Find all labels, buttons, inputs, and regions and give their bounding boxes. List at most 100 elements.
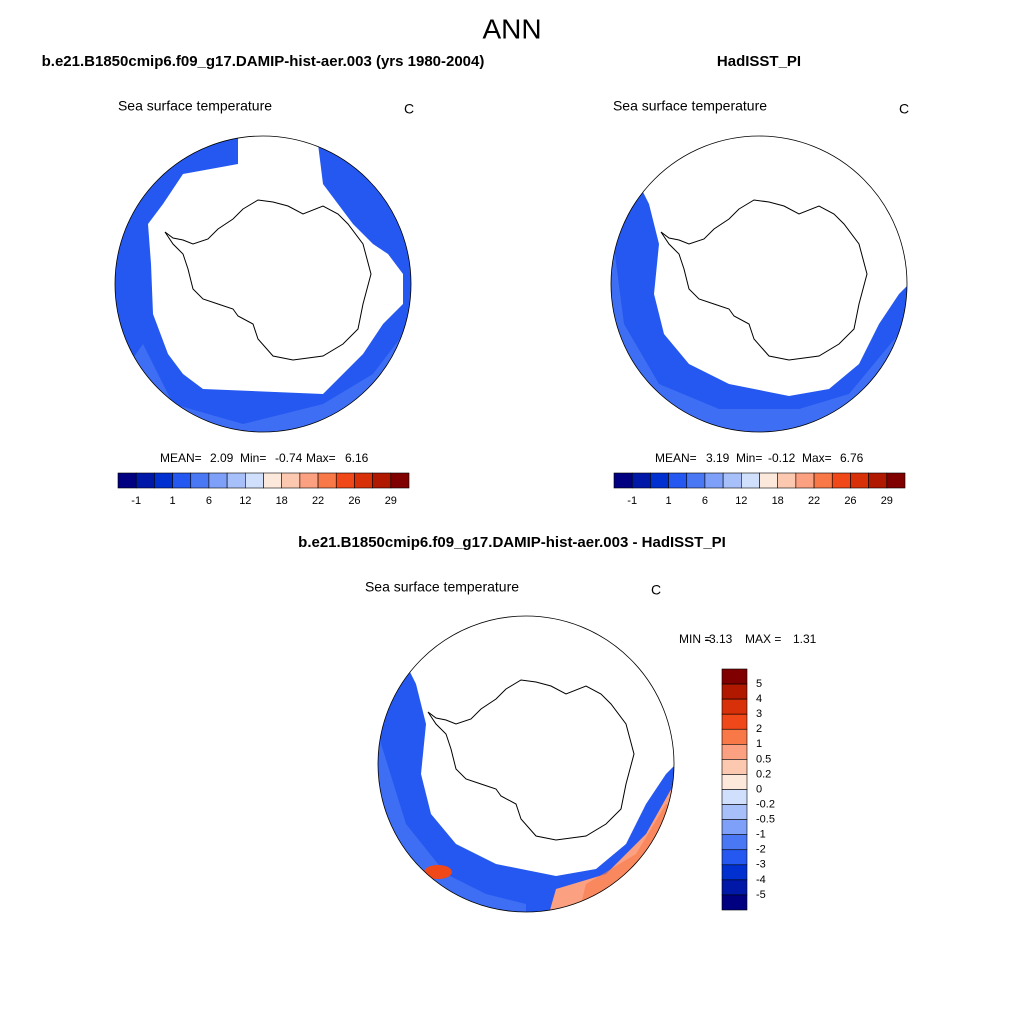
colorbar-label: 29 xyxy=(385,495,397,507)
colorbar-label: -5 xyxy=(756,889,766,901)
colorbar-box xyxy=(390,472,410,489)
colorbar-box xyxy=(721,804,748,820)
colorbar-box xyxy=(245,472,264,489)
stat-label: Min= xyxy=(736,451,762,465)
panel-title: b.e21.B1850cmip6.f09_g17.DAMIP-hist-aer.… xyxy=(42,53,485,70)
colorbar-label: 6 xyxy=(702,495,708,507)
colorbar-box xyxy=(721,849,748,866)
colorbar-box xyxy=(721,744,748,760)
colorbar-box xyxy=(172,472,192,489)
map xyxy=(377,615,675,913)
colorbar-box xyxy=(650,472,669,489)
colorbar-label: -1 xyxy=(756,829,766,841)
panel-units: C xyxy=(899,101,909,117)
colorbar-label: 1 xyxy=(756,738,762,750)
map xyxy=(114,135,412,433)
stat-label: MEAN= xyxy=(655,451,697,465)
stat-value: -0.12 xyxy=(768,451,796,465)
colorbar-label: 29 xyxy=(881,495,893,507)
colorbar-label: 0 xyxy=(756,783,762,795)
stat-value: -3.13 xyxy=(705,632,733,646)
colorbar-label: 5 xyxy=(756,678,762,690)
colorbar-label: 3 xyxy=(756,708,762,720)
colorbar-box xyxy=(117,472,137,489)
colorbar-box xyxy=(741,472,760,489)
colorbar-label: 1 xyxy=(666,495,672,507)
map xyxy=(610,135,908,433)
colorbar-box xyxy=(317,472,337,489)
colorbar-box xyxy=(777,472,797,489)
colorbar-box xyxy=(721,698,748,715)
colorbar-label: 12 xyxy=(239,495,251,507)
stat-label: MAX = xyxy=(745,632,781,646)
colorbar-box xyxy=(135,472,155,489)
colorbar-box xyxy=(281,472,301,489)
colorbar-box xyxy=(722,472,742,489)
colorbar-box xyxy=(721,774,748,790)
stat-value: 2.09 xyxy=(210,451,234,465)
panel-subtitle: Sea surface temperature xyxy=(613,98,767,114)
colorbar-box xyxy=(190,472,210,489)
stats: MIN = -3.13 MAX = 1.31 xyxy=(679,632,817,646)
colorbar-box xyxy=(721,683,748,700)
colorbar-label: 26 xyxy=(348,495,360,507)
colorbar-label: 4 xyxy=(756,693,762,705)
figure-title: ANN xyxy=(482,13,541,44)
panel-subtitle: Sea surface temperature xyxy=(118,98,272,114)
colorbar-box xyxy=(721,728,748,745)
colorbar-box xyxy=(850,472,869,489)
colorbar-label: 2 xyxy=(756,723,762,735)
colorbar-box xyxy=(868,472,888,489)
colorbar-label: 0.2 xyxy=(756,768,771,780)
colorbar-box xyxy=(795,472,815,489)
stat-label: MIN = xyxy=(679,632,711,646)
colorbar-box xyxy=(208,472,228,489)
colorbar-box xyxy=(668,472,688,489)
stats: MEAN= 3.19 Min= -0.12 Max= 6.76 xyxy=(655,451,864,465)
colorbar-box xyxy=(721,819,748,835)
colorbar-label: 26 xyxy=(844,495,856,507)
colorbar-box xyxy=(721,894,748,911)
stat-label: Max= xyxy=(306,451,336,465)
colorbar-label: -1 xyxy=(627,495,637,507)
colorbar-label: 1 xyxy=(170,495,176,507)
stat-value: -0.74 xyxy=(275,451,303,465)
colorbar-label: -4 xyxy=(756,874,766,886)
colorbar-label: -0.5 xyxy=(756,814,775,826)
colorbar-box xyxy=(372,472,392,489)
colorbar-label: -3 xyxy=(756,859,766,871)
colorbar-box xyxy=(721,879,748,896)
panel-subtitle: Sea surface temperature xyxy=(365,579,519,595)
colorbar-label: 22 xyxy=(808,495,820,507)
stat-label: Min= xyxy=(240,451,266,465)
stats: MEAN= 2.09 Min= -0.74 Max= 6.16 xyxy=(160,451,369,465)
colorbar-label: 18 xyxy=(276,495,288,507)
colorbar-box xyxy=(154,472,173,489)
colorbar-label: -1 xyxy=(131,495,141,507)
colorbar-box xyxy=(813,472,833,489)
panel-title: b.e21.B1850cmip6.f09_g17.DAMIP-hist-aer.… xyxy=(298,534,726,551)
colorbar-box xyxy=(721,713,748,730)
colorbar-label: 0.5 xyxy=(756,753,771,765)
colorbar-box xyxy=(886,472,906,489)
colorbar-box xyxy=(226,472,246,489)
colorbar-label: -0.2 xyxy=(756,798,775,810)
colorbar-box xyxy=(721,834,748,851)
colorbar-box xyxy=(686,472,706,489)
stat-value: 3.19 xyxy=(706,451,730,465)
panel-units: C xyxy=(651,582,661,598)
colorbar-box xyxy=(721,668,748,685)
colorbar-box xyxy=(721,789,748,805)
colorbar-box xyxy=(299,472,319,489)
colorbar-box xyxy=(831,472,851,489)
colorbar-label: 18 xyxy=(772,495,784,507)
colorbar-box xyxy=(613,472,633,489)
colorbar-box xyxy=(335,472,355,489)
colorbar-label: 6 xyxy=(206,495,212,507)
colorbar-label: -2 xyxy=(756,844,766,856)
colorbar-box xyxy=(704,472,724,489)
colorbar-label: 22 xyxy=(312,495,324,507)
colorbar-box xyxy=(721,759,748,775)
colorbar-box xyxy=(631,472,651,489)
